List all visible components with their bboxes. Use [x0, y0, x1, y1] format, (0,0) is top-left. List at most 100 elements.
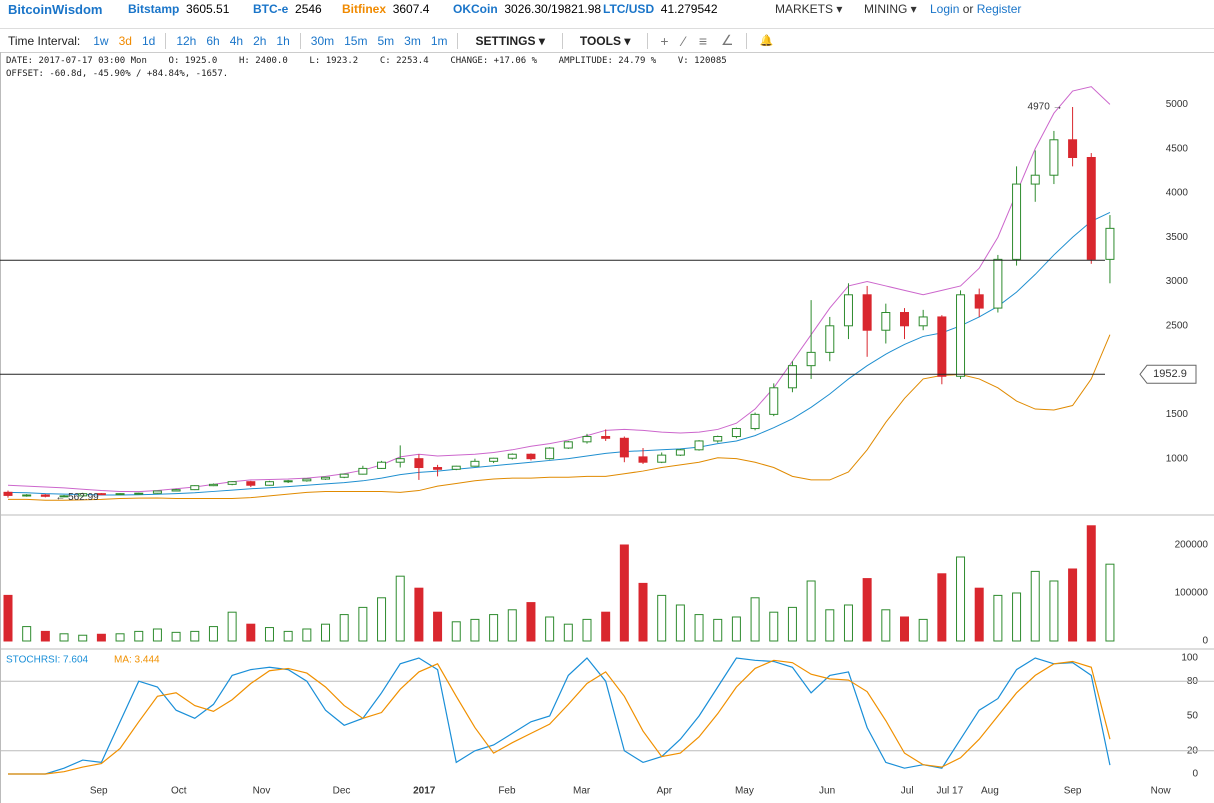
volume-bar [134, 630, 144, 642]
market[interactable]: Bitstamp 3605.51 [128, 2, 229, 16]
register-link[interactable]: Register [976, 2, 1022, 16]
market[interactable]: Bitfinex 3607.4 [342, 2, 429, 16]
candle-body [433, 467, 443, 470]
y-tick-label: 100 [1181, 653, 1198, 664]
candle-body [115, 493, 125, 496]
menu-label[interactable]: MARKETS [775, 2, 834, 16]
auth: Login or Register [930, 2, 1021, 16]
volume-bar [96, 633, 106, 642]
menu-label[interactable]: MINING [864, 2, 908, 16]
brand[interactable]: BitcoinWisdom [8, 2, 103, 17]
volume-bar [3, 594, 13, 642]
candle-body [507, 453, 517, 459]
candle-body [40, 494, 50, 497]
menu[interactable]: MARKETS ▾ [775, 2, 843, 16]
toolbar-menu-label[interactable]: TOOLS [579, 33, 621, 48]
candle-body [881, 312, 891, 331]
volume-bar [582, 618, 592, 642]
y-tick-label: 5000 [1166, 99, 1189, 110]
volume-bar [1049, 580, 1059, 642]
volume-bar [787, 606, 797, 642]
bollinger-band [7, 86, 1111, 493]
bollinger-band [7, 211, 1111, 496]
volume-bar [675, 604, 685, 642]
candle-body [918, 316, 928, 327]
interval-button[interactable]: 6h [206, 33, 220, 48]
candle-body [675, 449, 685, 456]
info-line: OFFSET: -60.8d, -45.90% / +84.84%, -1657… [6, 69, 229, 79]
bollinger-band [8, 334, 1111, 501]
price-marker-box [1139, 364, 1197, 384]
candle-body [1068, 139, 1078, 158]
interval-button[interactable]: 3m [404, 33, 421, 48]
toolbar-menu-label[interactable]: SETTINGS [475, 33, 536, 48]
market[interactable]: LTC/USD 41.279542 [603, 2, 718, 16]
login-link[interactable]: Login [930, 2, 960, 16]
interval-button[interactable]: 5m [377, 33, 395, 48]
candle-body [937, 316, 947, 377]
toolbar-menu[interactable]: TOOLS ▾ [579, 33, 631, 48]
interval-button[interactable]: 1w [93, 33, 109, 48]
interval-button[interactable]: 1d [141, 33, 156, 48]
volume-bar [152, 628, 162, 642]
y-tick-label: 1500 [1166, 409, 1189, 420]
volume-bar [806, 580, 816, 642]
x-tick-label: 2017 [413, 786, 436, 797]
candle-body [582, 436, 592, 443]
x-tick-label: Aug [981, 786, 999, 797]
volume-bar [339, 614, 349, 642]
alert-icon[interactable]: 🔔 [759, 35, 774, 47]
tool-icon[interactable]: + [660, 32, 669, 49]
x-tick-label: Now [1151, 786, 1172, 797]
volume-bar [507, 609, 517, 642]
interval-button[interactable]: 12h [176, 33, 197, 48]
tool-icon[interactable]: ≡ [698, 32, 708, 49]
volume-bar [451, 621, 461, 642]
y-tick-label: 200000 [1175, 540, 1209, 551]
volume-bar [862, 578, 872, 642]
candle-body [806, 351, 816, 367]
volume-bar [395, 575, 405, 642]
y-tick-label: 0 [1192, 769, 1198, 780]
volume-bar [208, 626, 218, 642]
menu[interactable]: MINING ▾ [864, 2, 917, 16]
interval-button[interactable]: 1m [430, 33, 448, 48]
volume-bar [731, 616, 741, 642]
interval-button[interactable]: 2h [253, 33, 267, 48]
market-name[interactable]: OKCoin [453, 2, 498, 16]
x-tick-label: Apr [657, 786, 673, 797]
toolbar-menu[interactable]: SETTINGS ▾ [475, 33, 545, 48]
volume-bar [769, 611, 779, 642]
interval-button[interactable]: 30m [310, 33, 335, 48]
separator [457, 32, 459, 49]
indicator-line [8, 659, 1111, 775]
volume-bar [321, 623, 331, 642]
volume-bar [470, 618, 480, 642]
interval-button[interactable]: 3d [118, 33, 132, 48]
volume-bar [974, 587, 984, 642]
market[interactable]: BTC-e 2546 [253, 2, 322, 16]
market[interactable]: OKCoin 3026.30/19821.98 [453, 2, 601, 16]
volume-bar [657, 594, 667, 642]
market-name[interactable]: BTC-e [253, 2, 289, 16]
market-price: 3605.51 [186, 2, 230, 16]
x-tick-label: Sep [1064, 786, 1082, 797]
volume-bar [918, 618, 928, 642]
candle-body [1030, 174, 1040, 185]
interval-button[interactable]: 1h [276, 33, 290, 48]
interval-button[interactable]: 4h [229, 33, 244, 48]
legend-entry: MA: 3.444 [114, 655, 160, 666]
y-tick-label: 100000 [1175, 588, 1209, 599]
market-name[interactable]: Bitstamp [128, 2, 180, 16]
market-name[interactable]: Bitfinex [342, 2, 387, 16]
candle-body [3, 491, 13, 496]
tool-icon[interactable]: ∠ [721, 32, 734, 48]
y-tick-label: 0 [1202, 636, 1208, 647]
tool-icon[interactable]: ⁄ [682, 32, 685, 49]
price-marker-label: 1952.9 [1153, 368, 1187, 380]
candle-body [264, 481, 274, 486]
candle-body [96, 493, 106, 496]
market-name[interactable]: LTC/USD [603, 2, 655, 16]
interval-button[interactable]: 15m [344, 33, 368, 48]
